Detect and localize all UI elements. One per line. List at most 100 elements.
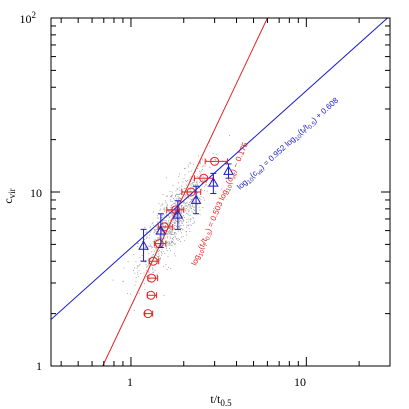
- cloud-point: [179, 189, 181, 191]
- cloud-point: [151, 223, 153, 225]
- cloud-point: [189, 198, 191, 200]
- cloud-point: [183, 178, 185, 179]
- cloud-point: [160, 254, 162, 256]
- cloud-point: [191, 208, 193, 210]
- cloud-point: [171, 233, 173, 235]
- cloud-point: [199, 171, 201, 173]
- cloud-point: [173, 234, 175, 235]
- cloud-point: [149, 245, 151, 247]
- cloud-point: [192, 197, 194, 199]
- cloud-point: [135, 281, 137, 283]
- cloud-point: [148, 281, 150, 283]
- cloud-point: [215, 153, 217, 155]
- cloud-point: [174, 232, 176, 234]
- cloud-point: [188, 210, 190, 212]
- y-tick-label-10: 10: [30, 186, 42, 200]
- cloud-point: [182, 224, 184, 226]
- cloud-point: [175, 208, 177, 210]
- cloud-point: [163, 232, 165, 233]
- cloud-point: [174, 255, 176, 257]
- cloud-point: [168, 231, 170, 232]
- cloud-point: [178, 187, 180, 189]
- cloud-point: [185, 231, 187, 233]
- cloud-point: [182, 236, 184, 237]
- cloud-point: [143, 272, 145, 274]
- cloud-point: [184, 201, 185, 203]
- cloud-point: [158, 240, 159, 242]
- cloud-point: [162, 234, 164, 236]
- cloud-point: [144, 247, 146, 249]
- cloud-point: [198, 206, 200, 208]
- cloud-point: [147, 259, 149, 261]
- cloud-point: [188, 196, 190, 198]
- cloud-point: [184, 205, 186, 207]
- cloud-point: [186, 205, 188, 207]
- cloud-point: [169, 232, 170, 234]
- cloud-point: [159, 250, 161, 251]
- cloud-point: [171, 214, 173, 216]
- cloud-point: [145, 259, 147, 261]
- cloud-point: [203, 181, 205, 183]
- cloud-point: [179, 220, 181, 222]
- cloud-point: [193, 208, 195, 210]
- cloud-point: [165, 264, 167, 266]
- cloud-point: [194, 222, 196, 224]
- cloud-point: [192, 203, 194, 205]
- cloud-point: [202, 179, 204, 181]
- cloud-point: [191, 182, 193, 184]
- cloud-point: [164, 227, 166, 229]
- cloud-point: [165, 212, 167, 214]
- cloud-point: [202, 176, 204, 178]
- cloud-point: [190, 206, 191, 208]
- cloud-point: [146, 236, 148, 238]
- cloud-point: [186, 234, 187, 236]
- cloud-point: [168, 244, 170, 246]
- cloud-point: [172, 210, 174, 212]
- cloud-point: [186, 184, 187, 186]
- cloud-point: [193, 197, 195, 199]
- cloud-point: [174, 211, 176, 213]
- cloud-point: [178, 182, 180, 184]
- cloud-point: [172, 239, 174, 241]
- cloud-point: [181, 213, 182, 215]
- cloud-point: [165, 177, 167, 179]
- y-tick-label-100-base: 10: [20, 12, 32, 26]
- cloud-point: [162, 234, 164, 236]
- cloud-point: [181, 205, 183, 206]
- cloud-point: [181, 223, 183, 224]
- cloud-point: [153, 224, 154, 226]
- cloud-point: [175, 219, 177, 221]
- cloud-point: [199, 197, 201, 199]
- cloud-point: [162, 194, 164, 195]
- cloud-point: [154, 230, 156, 232]
- data-point-triangle: [155, 225, 167, 235]
- cloud-point: [154, 250, 156, 252]
- cloud-point: [187, 213, 189, 215]
- cloud-point: [174, 236, 176, 238]
- cloud-point: [187, 221, 189, 223]
- cloud-point: [190, 204, 191, 206]
- cloud-point: [170, 242, 172, 244]
- cloud-point: [181, 207, 183, 209]
- cloud-point: [155, 248, 157, 250]
- cloud-point: [162, 223, 163, 225]
- cloud-point: [173, 218, 175, 220]
- cloud-point: [173, 242, 175, 244]
- cloud-point: [158, 237, 160, 239]
- cloud-point: [177, 226, 179, 228]
- cloud-point: [166, 203, 168, 205]
- cloud-point: [175, 204, 177, 206]
- cloud-point: [170, 267, 172, 269]
- cloud-point: [127, 261, 129, 263]
- cloud-point: [155, 247, 157, 248]
- cloud-point: [180, 188, 182, 190]
- cloud-point: [169, 243, 170, 245]
- cloud-point: [171, 194, 173, 196]
- cloud-point: [161, 214, 163, 216]
- cloud-point: [155, 247, 157, 249]
- cloud-point: [197, 184, 199, 186]
- cloud-point: [148, 264, 150, 266]
- cloud-point: [154, 238, 156, 240]
- cloud-point: [213, 182, 215, 184]
- cloud-point: [171, 212, 173, 214]
